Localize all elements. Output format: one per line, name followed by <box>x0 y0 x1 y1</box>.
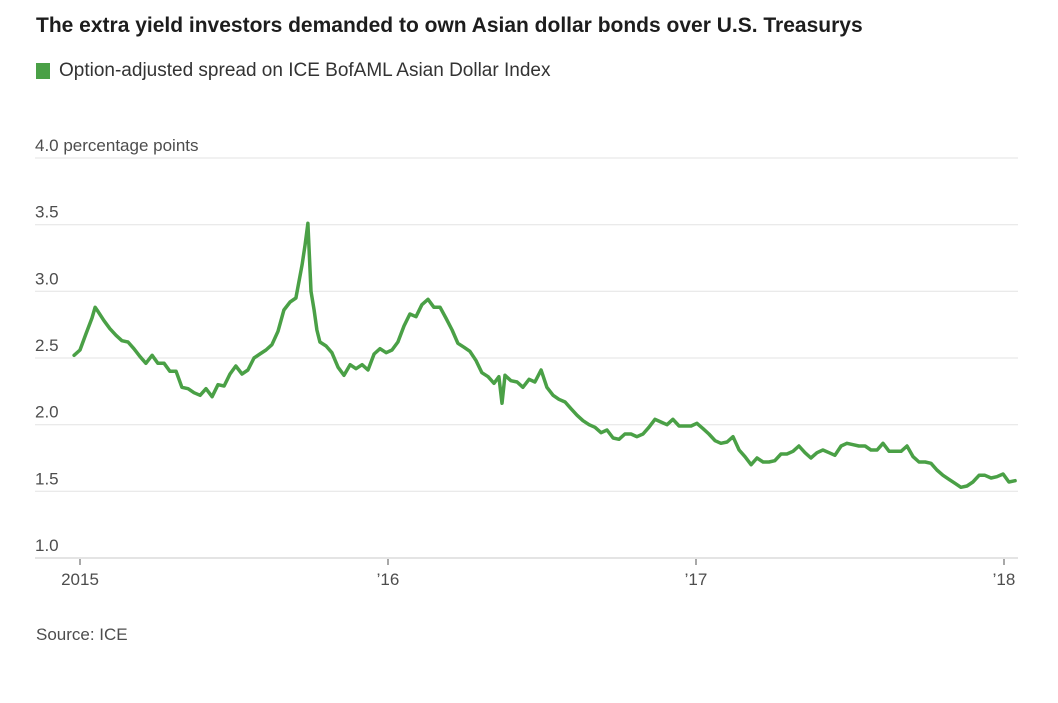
legend-swatch-icon <box>36 63 50 79</box>
y-axis-label: 3.5 <box>35 203 59 222</box>
spread-line <box>72 221 1017 490</box>
y-axis-label: 3.0 <box>35 269 59 288</box>
legend-label: Option-adjusted spread on ICE BofAML Asi… <box>59 60 551 81</box>
chart-title: The extra yield investors demanded to ow… <box>36 14 863 37</box>
x-axis-label: ’16 <box>377 570 400 589</box>
x-axis-label: 2015 <box>61 570 99 589</box>
x-axis-label: ’17 <box>685 570 708 589</box>
y-axis-label: 4.0 percentage points <box>35 136 199 155</box>
x-axis-label: ’18 <box>993 570 1016 589</box>
y-axis-label: 2.0 <box>35 403 59 422</box>
legend: Option-adjusted spread on ICE BofAML Asi… <box>36 60 550 82</box>
source-note: Source: ICE <box>36 625 128 644</box>
y-axis-label: 2.5 <box>35 336 59 355</box>
y-axis-label: 1.5 <box>35 469 59 488</box>
y-axis-label: 1.0 <box>35 536 59 555</box>
